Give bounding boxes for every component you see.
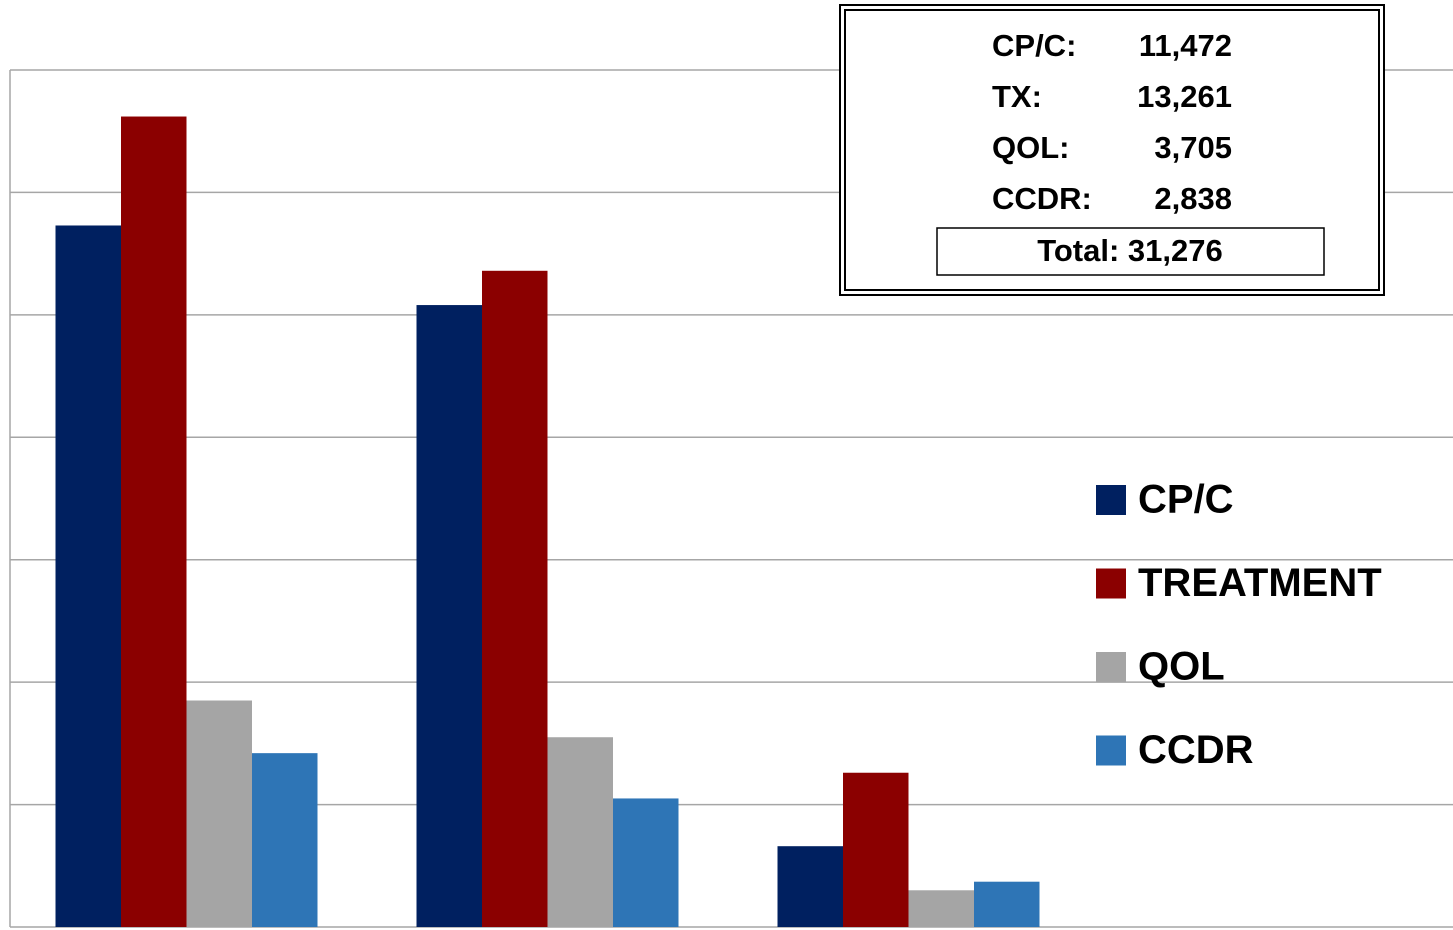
- bar: [55, 225, 121, 928]
- bar: [974, 881, 1040, 927]
- legend-swatch: [1096, 652, 1126, 682]
- plot: [9, 69, 1453, 928]
- annotation-value: 3,705: [1154, 130, 1232, 165]
- legend-label: CP/C: [1138, 478, 1234, 522]
- annotation-label: CCDR:: [992, 181, 1092, 216]
- bar: [613, 798, 679, 927]
- legend-swatch: [1096, 568, 1126, 599]
- annotation-label: QOL:: [992, 130, 1070, 165]
- bar: [252, 753, 318, 927]
- bar: [908, 890, 974, 927]
- annotation-value: 13,261: [1137, 79, 1232, 114]
- annotation-label: CP/C:: [992, 28, 1076, 63]
- bar: [482, 270, 548, 928]
- annotation-value: 2,838: [1154, 181, 1232, 216]
- annotation-label: TX:: [992, 79, 1042, 114]
- legend-swatch: [1096, 485, 1126, 515]
- bar: [547, 737, 613, 927]
- legend-label: QOL: [1138, 645, 1225, 689]
- bar: [186, 700, 252, 927]
- annotation-total: Total: 31,276: [1037, 233, 1223, 268]
- bar: [777, 846, 843, 927]
- legend-label: CCDR: [1138, 728, 1254, 772]
- annotation-box-inner: [844, 9, 1380, 291]
- annotation-value: 11,472: [1139, 28, 1232, 63]
- legend-label: TREATMENT: [1138, 561, 1382, 605]
- legend-swatch: [1096, 735, 1126, 766]
- total-box: [936, 227, 1325, 276]
- bar: [416, 305, 482, 927]
- bar: [121, 116, 187, 928]
- bar: [843, 772, 909, 927]
- annotation-box: [839, 4, 1385, 296]
